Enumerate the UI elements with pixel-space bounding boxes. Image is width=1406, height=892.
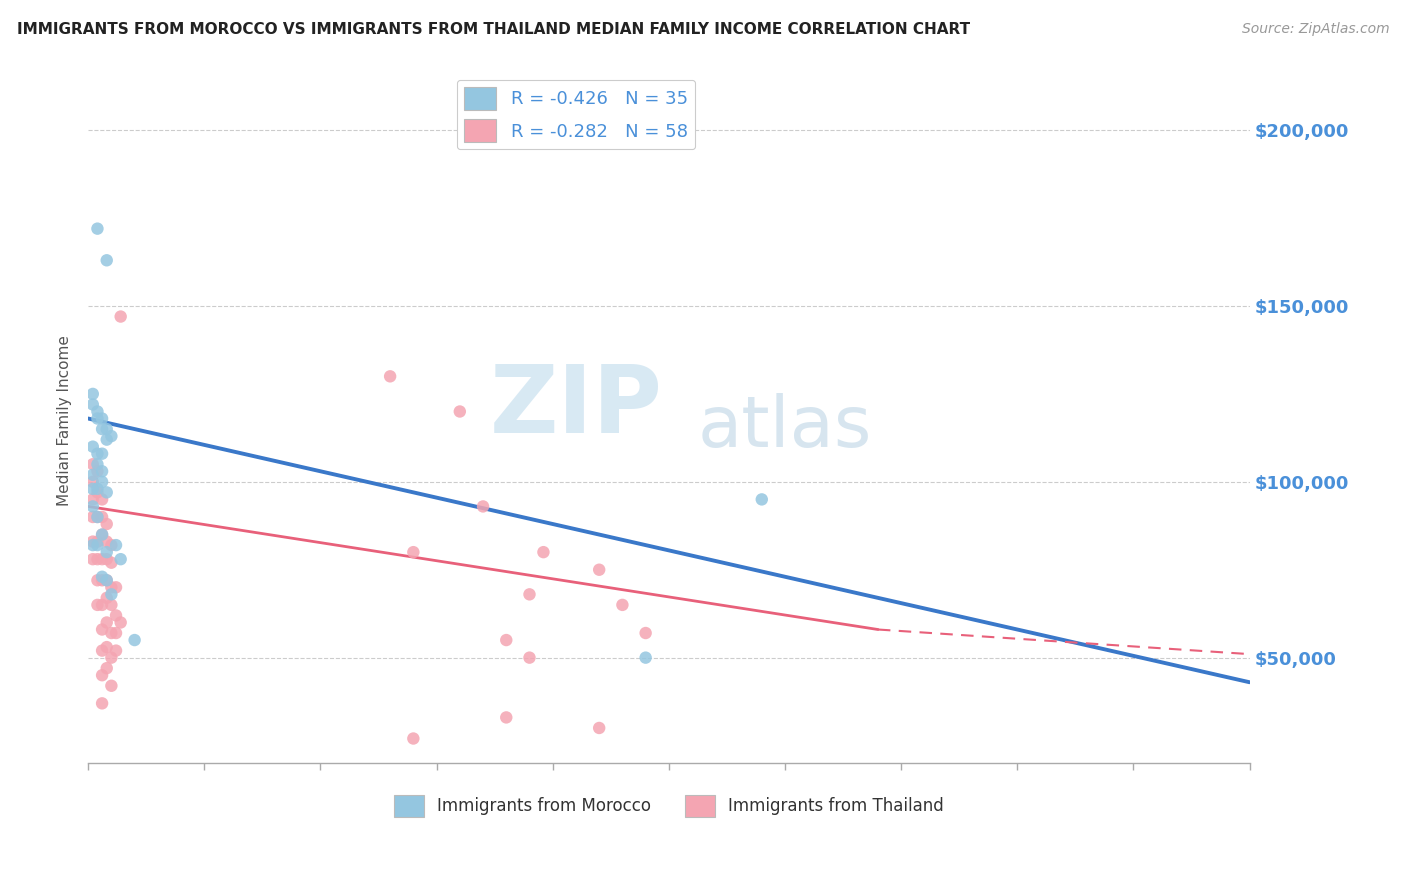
Point: [86, 574, 108, 588]
Point: [100, 538, 122, 552]
Point: [91, 623, 114, 637]
Point: [110, 615, 132, 630]
Point: [124, 633, 146, 648]
Point: [100, 429, 122, 443]
Point: [110, 552, 132, 566]
Point: [751, 492, 773, 507]
Point: [96, 574, 118, 588]
Point: [105, 580, 128, 594]
Point: [86, 552, 108, 566]
Point: [100, 650, 122, 665]
Point: [100, 679, 122, 693]
Point: [96, 516, 118, 531]
Point: [82, 440, 104, 454]
Point: [96, 545, 118, 559]
Point: [96, 591, 118, 605]
Point: [91, 447, 114, 461]
Point: [82, 397, 104, 411]
Point: [91, 475, 114, 489]
Point: [86, 510, 108, 524]
Point: [86, 598, 108, 612]
Point: [82, 510, 104, 524]
Point: [82, 457, 104, 471]
Point: [91, 598, 114, 612]
Point: [86, 464, 108, 478]
Point: [96, 433, 118, 447]
Point: [82, 500, 104, 514]
Point: [82, 534, 104, 549]
Point: [612, 598, 634, 612]
Point: [82, 552, 104, 566]
Point: [519, 587, 541, 601]
Point: [533, 545, 555, 559]
Point: [82, 475, 104, 489]
Point: [91, 668, 114, 682]
Point: [82, 387, 104, 401]
Point: [100, 556, 122, 570]
Text: atlas: atlas: [697, 392, 872, 462]
Point: [96, 552, 118, 566]
Point: [91, 527, 114, 541]
Point: [82, 538, 104, 552]
Point: [91, 510, 114, 524]
Point: [82, 467, 104, 482]
Point: [91, 411, 114, 425]
Point: [105, 643, 128, 657]
Point: [91, 492, 114, 507]
Point: [86, 538, 108, 552]
Point: [96, 422, 118, 436]
Point: [91, 422, 114, 436]
Point: [100, 626, 122, 640]
Point: [91, 697, 114, 711]
Point: [105, 608, 128, 623]
Point: [82, 492, 104, 507]
Point: [86, 482, 108, 496]
Point: [100, 580, 122, 594]
Point: [100, 598, 122, 612]
Point: [86, 411, 108, 425]
Text: IMMIGRANTS FROM MOROCCO VS IMMIGRANTS FROM THAILAND MEDIAN FAMILY INCOME CORRELA: IMMIGRANTS FROM MOROCCO VS IMMIGRANTS FR…: [17, 22, 970, 37]
Point: [96, 534, 118, 549]
Point: [588, 721, 610, 735]
Point: [96, 253, 118, 268]
Point: [86, 510, 108, 524]
Point: [449, 404, 471, 418]
Point: [91, 643, 114, 657]
Point: [105, 538, 128, 552]
Point: [91, 527, 114, 541]
Point: [588, 563, 610, 577]
Point: [495, 710, 517, 724]
Point: [96, 615, 118, 630]
Text: Source: ZipAtlas.com: Source: ZipAtlas.com: [1241, 22, 1389, 37]
Point: [86, 221, 108, 235]
Point: [86, 534, 108, 549]
Point: [634, 650, 657, 665]
Point: [378, 369, 401, 384]
Point: [86, 485, 108, 500]
Point: [96, 574, 118, 588]
Text: ZIP: ZIP: [489, 360, 662, 452]
Point: [82, 482, 104, 496]
Point: [634, 626, 657, 640]
Point: [91, 570, 114, 584]
Point: [519, 650, 541, 665]
Point: [91, 552, 114, 566]
Point: [402, 731, 425, 746]
Point: [100, 587, 122, 601]
Point: [472, 500, 495, 514]
Point: [96, 640, 118, 654]
Point: [495, 633, 517, 648]
Point: [96, 485, 118, 500]
Point: [91, 464, 114, 478]
Point: [402, 545, 425, 559]
Point: [86, 447, 108, 461]
Point: [86, 404, 108, 418]
Y-axis label: Median Family Income: Median Family Income: [58, 334, 72, 506]
Point: [96, 661, 118, 675]
Point: [86, 457, 108, 471]
Point: [91, 574, 114, 588]
Point: [105, 626, 128, 640]
Legend: Immigrants from Morocco, Immigrants from Thailand: Immigrants from Morocco, Immigrants from…: [387, 789, 950, 823]
Point: [110, 310, 132, 324]
